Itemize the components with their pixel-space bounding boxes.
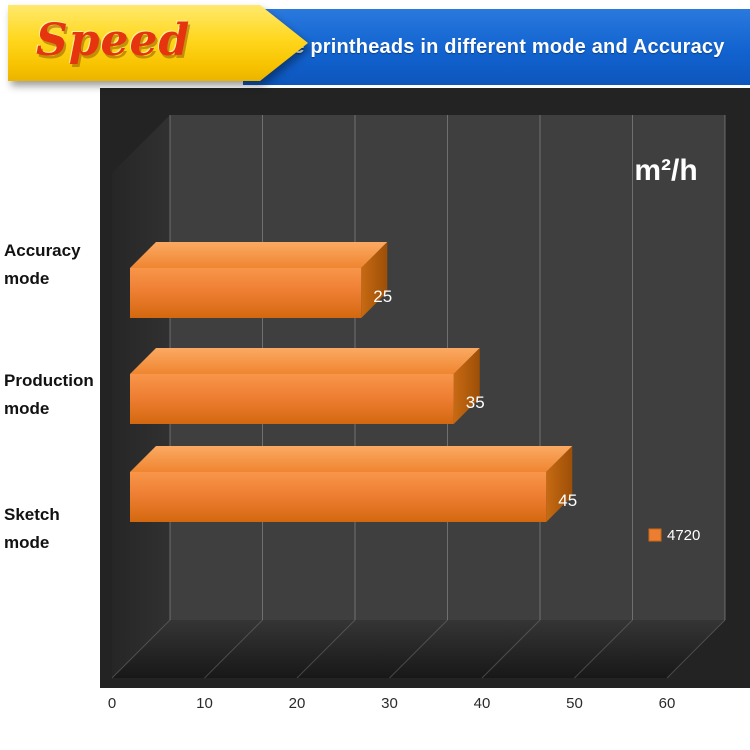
gridline-floor xyxy=(666,619,726,679)
gridline-floor xyxy=(204,619,263,679)
x-tick-label: 60 xyxy=(659,695,676,712)
bar-end-face xyxy=(453,348,480,424)
x-tick-label: 10 xyxy=(196,695,213,712)
ribbon-label: Speed xyxy=(36,15,191,66)
x-axis-tick-labels: 0 10 20 30 40 50 60 xyxy=(108,695,676,712)
category-label: mode xyxy=(4,533,49,552)
x-tick-label: 50 xyxy=(566,695,583,712)
bar-top-face xyxy=(130,446,573,472)
gridline-floor xyxy=(481,619,541,679)
bar-end-face xyxy=(546,446,573,522)
bar-value-label: 45 xyxy=(558,491,577,510)
banner-title: The printheads in different mode and Acc… xyxy=(268,35,725,58)
x-tick-label: 30 xyxy=(381,695,398,712)
chart: 25 35 45 Accuracy mode Production mode Sketch m… xyxy=(4,88,750,712)
bar-value-label: 35 xyxy=(466,393,485,412)
category-label: Sketch xyxy=(4,505,60,524)
gridline-floor xyxy=(389,619,448,679)
category-label: Accuracy xyxy=(4,241,81,260)
x-tick-label: 20 xyxy=(289,695,306,712)
speed-ribbon: Speed xyxy=(8,5,308,81)
category-label: Production xyxy=(4,371,94,390)
x-tick-label: 0 xyxy=(108,695,116,712)
header-banner: The printheads in different mode and Acc… xyxy=(243,9,750,85)
bar-top-face xyxy=(130,348,480,374)
bar-top-face xyxy=(130,242,388,268)
bars: 25 35 45 xyxy=(130,242,577,522)
gridline-floor xyxy=(296,619,356,679)
chart-floor xyxy=(112,620,725,678)
gridline-floor xyxy=(574,619,633,679)
bar-end-face xyxy=(361,242,388,318)
legend-swatch-icon xyxy=(648,528,662,542)
x-tick-label: 40 xyxy=(474,695,491,712)
ribbon-arrow-shape xyxy=(8,5,308,81)
category-label: mode xyxy=(4,269,49,288)
bar-value-label: 25 xyxy=(373,287,392,306)
gridline-floor xyxy=(111,619,171,679)
bar xyxy=(130,472,547,522)
bar xyxy=(130,374,454,424)
legend-label: 4720 xyxy=(667,527,700,544)
unit-label: m²/h xyxy=(634,154,697,187)
category-labels: Accuracy mode Production mode Sketch mode xyxy=(4,241,94,552)
legend: 4720 xyxy=(648,527,700,544)
category-label: mode xyxy=(4,399,49,418)
bar xyxy=(130,268,362,318)
